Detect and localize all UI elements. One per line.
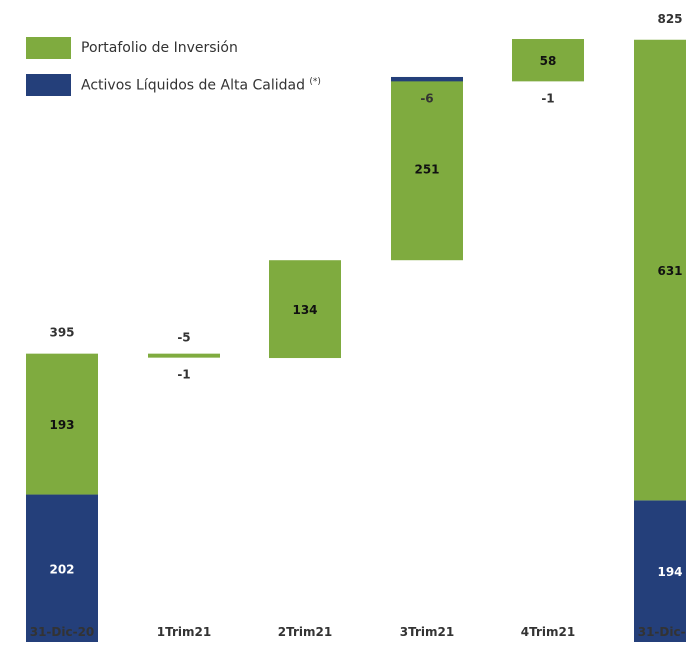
bar-blue-3 bbox=[391, 77, 463, 81]
data-label-green-2: 134 bbox=[292, 303, 317, 317]
data-label-green-4: 58 bbox=[540, 54, 557, 68]
x-tick-label-5: 31-Dic-21 bbox=[638, 625, 686, 639]
data-label-blue-4: -1 bbox=[541, 91, 554, 105]
data-label-green-1: -5 bbox=[177, 331, 190, 345]
x-tick-label-0: 31-Dic-20 bbox=[30, 625, 95, 639]
data-label-green-5: 631 bbox=[657, 264, 682, 278]
data-label-green-0: 193 bbox=[49, 418, 74, 432]
x-tick-label-2: 2Trim21 bbox=[278, 625, 332, 639]
x-tick-label-4: 4Trim21 bbox=[521, 625, 575, 639]
bar-green-1 bbox=[148, 354, 220, 358]
x-tick-label-1: 1Trim21 bbox=[157, 625, 211, 639]
data-label-blue-5: 194 bbox=[657, 565, 682, 579]
data-label-blue-1: -1 bbox=[177, 368, 190, 382]
data-label-total-0: 395 bbox=[49, 326, 74, 340]
data-label-blue-3: -6 bbox=[420, 91, 433, 105]
data-label-total-5: 825 bbox=[657, 12, 682, 26]
data-label-green-3: 251 bbox=[414, 163, 439, 177]
x-tick-label-3: 3Trim21 bbox=[400, 625, 454, 639]
data-label-blue-0: 202 bbox=[49, 562, 74, 576]
